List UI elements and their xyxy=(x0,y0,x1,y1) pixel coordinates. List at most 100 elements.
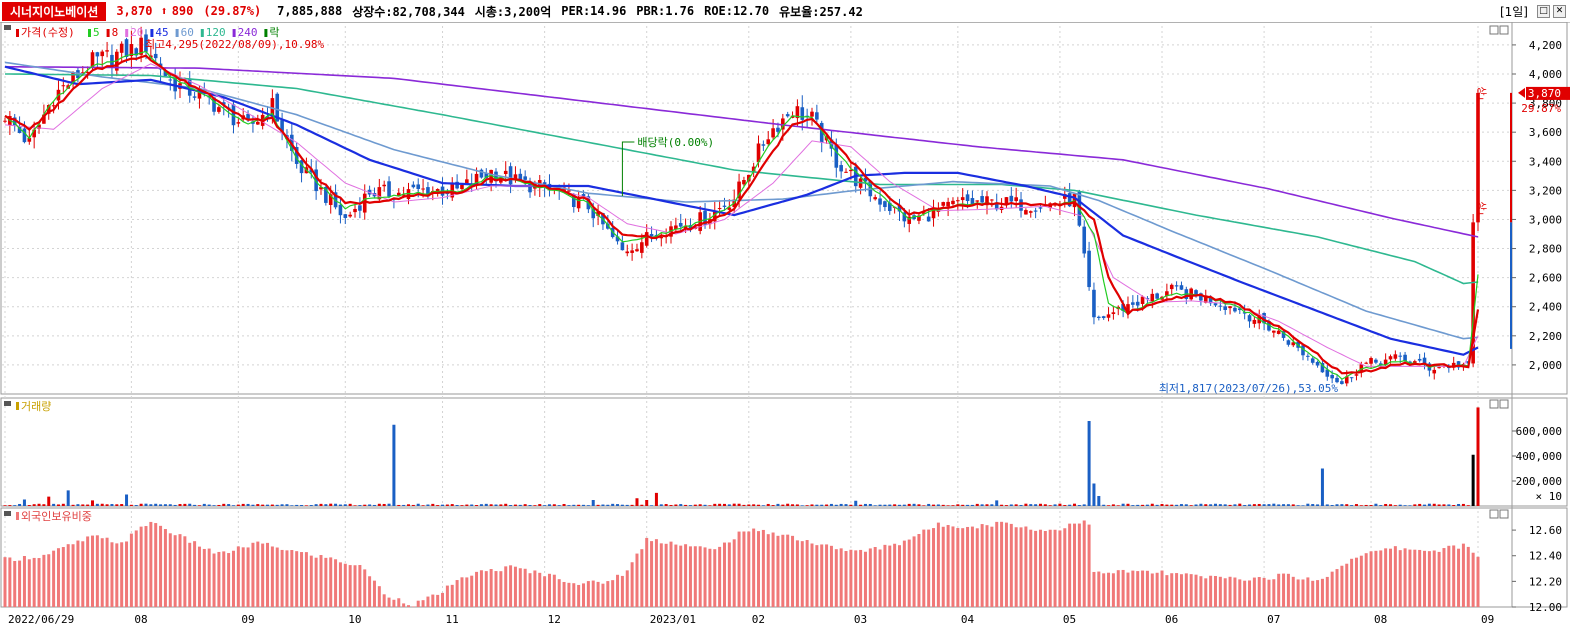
volume-bar xyxy=(61,503,65,506)
candle-body xyxy=(144,34,148,52)
foreign-holding-bar xyxy=(416,600,420,607)
candle-body xyxy=(965,194,970,202)
volume-bar xyxy=(742,504,746,506)
volume-bar xyxy=(611,503,615,506)
panel-restore-icon[interactable] xyxy=(1489,399,1499,409)
legend-swatch xyxy=(264,29,268,37)
volume-bar xyxy=(217,504,221,506)
foreign-holding-bar xyxy=(693,546,697,607)
foreign-holding-bar xyxy=(1301,579,1305,607)
volume-bar xyxy=(1359,505,1363,506)
volume-bar xyxy=(1442,504,1446,506)
foreign-holding-bar xyxy=(275,547,279,607)
foreign-holding-bar xyxy=(970,526,974,607)
candle-body xyxy=(1417,358,1422,361)
volume-bar xyxy=(1330,505,1334,506)
panel-restore-icon[interactable] xyxy=(1489,509,1499,519)
x-tick-label: 12 xyxy=(548,613,561,626)
foreign-holding-bar xyxy=(455,580,459,607)
legend-label: 60 xyxy=(181,26,194,39)
candle-body xyxy=(1237,308,1242,311)
volume-bar xyxy=(533,505,537,506)
candle-body xyxy=(42,114,46,124)
volume-bar xyxy=(859,504,863,506)
chart-area[interactable]: 2022/06/29 08 09 10 11 12 2023/01 02 03 04 05 06 07 0… xyxy=(0,22,1570,629)
candle-body xyxy=(27,138,32,142)
volume-bar xyxy=(747,504,751,506)
candle-body xyxy=(931,207,936,219)
candle-body xyxy=(1135,301,1140,306)
volume-bar xyxy=(256,504,260,506)
volume-bar xyxy=(86,504,90,506)
pbr: PBR:1.76 xyxy=(636,4,695,18)
foreign-holding-bar xyxy=(445,585,449,607)
foreign-holding-bar xyxy=(990,526,994,607)
volume-bar xyxy=(810,504,814,506)
foreign-holding-bar xyxy=(436,594,440,607)
foreign-holding-bar xyxy=(105,537,109,607)
volume-bar xyxy=(246,503,250,506)
foreign-holding-bar xyxy=(1423,550,1427,607)
volume-bar xyxy=(1218,504,1222,506)
volume-bar xyxy=(985,504,989,506)
foreign-holding-bar xyxy=(1427,551,1431,607)
foreign-holding-bar xyxy=(902,540,906,607)
panel-close-icon[interactable] xyxy=(1499,399,1509,409)
foreign-holding-bar xyxy=(582,583,586,607)
volume-bar xyxy=(42,504,46,506)
foreign-holding-bar xyxy=(1170,573,1174,607)
candle-body xyxy=(445,193,450,195)
legend-swatch xyxy=(16,402,19,410)
foreign-tick-label: 12.40 xyxy=(1529,550,1562,563)
foreign-holding-bar xyxy=(820,544,824,607)
volume-bar xyxy=(757,504,761,506)
foreign-holding-bar xyxy=(606,581,610,607)
volume-bar xyxy=(202,503,206,506)
foreign-holding-bar xyxy=(1384,548,1388,607)
volume-bar xyxy=(411,504,415,506)
foreign-holding-bar xyxy=(81,541,85,607)
period-selector[interactable]: [1일] xyxy=(1499,5,1528,19)
candle-body xyxy=(153,53,158,59)
panel-close-icon[interactable] xyxy=(1499,509,1509,519)
restore-icon[interactable]: □ xyxy=(1537,5,1550,18)
volume-bar xyxy=(1150,503,1154,506)
volume-bar xyxy=(547,504,551,506)
candle-body xyxy=(513,174,518,181)
candle-body xyxy=(1194,290,1198,295)
foreign-holding-bar xyxy=(1238,579,1242,607)
panel-restore-icon[interactable] xyxy=(1489,25,1499,35)
foreign-holding-bar xyxy=(1000,521,1004,607)
candle-body xyxy=(479,169,484,178)
stock-name[interactable]: 시너지이노베이션 xyxy=(2,1,107,21)
volume-bar xyxy=(1111,504,1115,506)
candle-body xyxy=(1393,354,1398,359)
candle-body xyxy=(1106,314,1111,318)
candle-body xyxy=(1179,285,1184,290)
volume-bar xyxy=(1141,504,1145,506)
close-icon[interactable]: ✕ xyxy=(1553,5,1566,18)
foreign-holding-bar xyxy=(961,528,965,607)
volume-bar xyxy=(1476,407,1480,506)
foreign-holding-bar xyxy=(32,557,36,607)
foreign-holding-bar xyxy=(713,549,717,607)
candle-body xyxy=(1252,319,1257,324)
candle-body xyxy=(1028,211,1033,213)
foreign-holding-bar xyxy=(1082,520,1086,607)
legend-swatch xyxy=(150,29,154,37)
x-tick-label: 2023/01 xyxy=(650,613,696,626)
candle-body xyxy=(1369,358,1373,364)
candle-body xyxy=(110,54,114,66)
volume-bar xyxy=(941,504,945,506)
panel-close-icon[interactable] xyxy=(1499,25,1509,35)
candle-body xyxy=(596,211,600,216)
foreign-holding-bar xyxy=(616,574,620,607)
foreign-holding-bar xyxy=(766,534,770,607)
volume-bar xyxy=(1223,504,1227,506)
volume-bar xyxy=(795,504,799,506)
foreign-holding-bar xyxy=(489,569,493,607)
foreign-holding-bar xyxy=(727,542,731,607)
foreign-holding-bar xyxy=(387,597,391,607)
candle-body xyxy=(46,104,51,114)
candle-body xyxy=(1451,362,1456,368)
